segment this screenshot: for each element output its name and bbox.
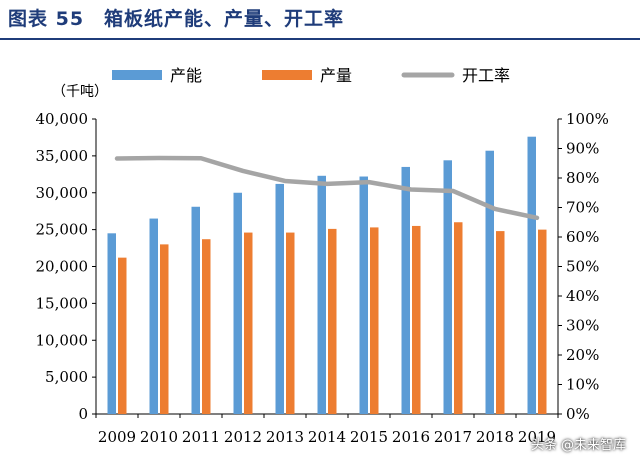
x-tick-label: 2016 — [392, 428, 430, 446]
utilization-point — [200, 157, 202, 159]
output-bar — [160, 244, 169, 414]
output-bar — [244, 232, 253, 414]
output-bar — [370, 227, 379, 414]
utilization-point — [158, 157, 160, 159]
x-tick-label: 2009 — [98, 428, 136, 446]
y-tick-label: 25,000 — [36, 221, 89, 239]
utilization-line — [114, 155, 540, 221]
utilization-point — [284, 180, 286, 182]
utilization-point — [410, 189, 412, 191]
x-tick-label: 2019 — [518, 428, 556, 446]
utilization-line-path — [114, 155, 540, 221]
y2-tick-label: 70% — [566, 199, 599, 217]
legend-label: 产能 — [170, 66, 202, 85]
x-tick-label: 2017 — [434, 428, 472, 446]
y-tick-label: 35,000 — [36, 147, 89, 165]
capacity-bar — [275, 183, 284, 414]
capacity-bar — [149, 218, 158, 414]
y-tick-label: 15,000 — [36, 294, 89, 312]
y2-tick-label: 10% — [566, 376, 599, 394]
utilization-point — [368, 181, 370, 183]
output-bar — [538, 229, 547, 414]
y2-tick-label: 50% — [566, 258, 599, 276]
y2-tick-label: 90% — [566, 140, 599, 158]
capacity-bar — [527, 136, 536, 414]
y-tick-label: 10,000 — [36, 331, 89, 349]
x-tick-label: 2014 — [308, 428, 346, 446]
utilization-point — [326, 183, 328, 185]
utilization-point — [536, 217, 538, 219]
axes — [92, 118, 562, 418]
y2-tick-label: 80% — [566, 169, 599, 187]
legend-swatch-output — [262, 70, 312, 80]
output-bar — [454, 222, 463, 414]
x-tick-label: 2012 — [224, 428, 262, 446]
output-bar — [328, 228, 337, 414]
capacity-bar — [191, 206, 200, 414]
legend: 产能 产量 开工率 — [112, 66, 510, 85]
y-axis-label: （千吨） — [52, 84, 108, 100]
y2-tick-label: 60% — [566, 228, 599, 246]
y2-tick-label: 20% — [566, 346, 599, 364]
output-bar — [202, 239, 211, 414]
capacity-bar — [401, 166, 410, 414]
capacity-bar — [443, 160, 452, 414]
y-tick-label: 5,000 — [45, 368, 88, 386]
x-tick-label: 2018 — [476, 428, 514, 446]
y-tick-label: 30,000 — [36, 184, 89, 202]
utilization-point — [116, 158, 118, 160]
y2-tick-label: 0% — [566, 405, 590, 423]
title-divider — [0, 38, 640, 40]
watermark: 头条 @未来智库 — [530, 438, 626, 453]
y-tick-label: 0 — [78, 405, 88, 423]
capacity-bar — [107, 233, 116, 414]
output-bar — [286, 232, 295, 414]
y-tick-label: 20,000 — [36, 258, 89, 276]
output-bar — [118, 257, 127, 414]
x-tick-label: 2015 — [350, 428, 388, 446]
x-tick-label: 2013 — [266, 428, 304, 446]
legend-label: 开工率 — [462, 66, 510, 85]
x-tick-label: 2010 — [140, 428, 178, 446]
y2-tick-label: 100% — [566, 110, 609, 128]
y2-tick-label: 30% — [566, 317, 599, 335]
output-bar — [412, 225, 421, 414]
capacity-bar — [359, 176, 368, 414]
utilization-point — [452, 190, 454, 192]
output-bar — [496, 231, 505, 414]
capacity-bar — [233, 192, 242, 414]
capacity-bar — [317, 175, 326, 414]
utilization-point — [494, 208, 496, 210]
x-tick-label: 2011 — [182, 428, 220, 446]
y2-tick-label: 40% — [566, 287, 599, 305]
y-tick-label: 40,000 — [36, 110, 89, 128]
capacity-bar — [485, 150, 494, 414]
legend-swatch-capacity — [112, 70, 162, 80]
figure-title: 图表 55 箱板纸产能、产量、开工率 — [8, 8, 345, 30]
tick-labels: 0 5,000 10,000 15,000 20,000 25,000 30,000 35,0… — [36, 110, 609, 446]
legend-label: 产量 — [320, 66, 352, 85]
utilization-point — [242, 170, 244, 172]
bars — [107, 136, 547, 414]
figure-header: 图表 55 箱板纸产能、产量、开工率 — [0, 0, 640, 40]
